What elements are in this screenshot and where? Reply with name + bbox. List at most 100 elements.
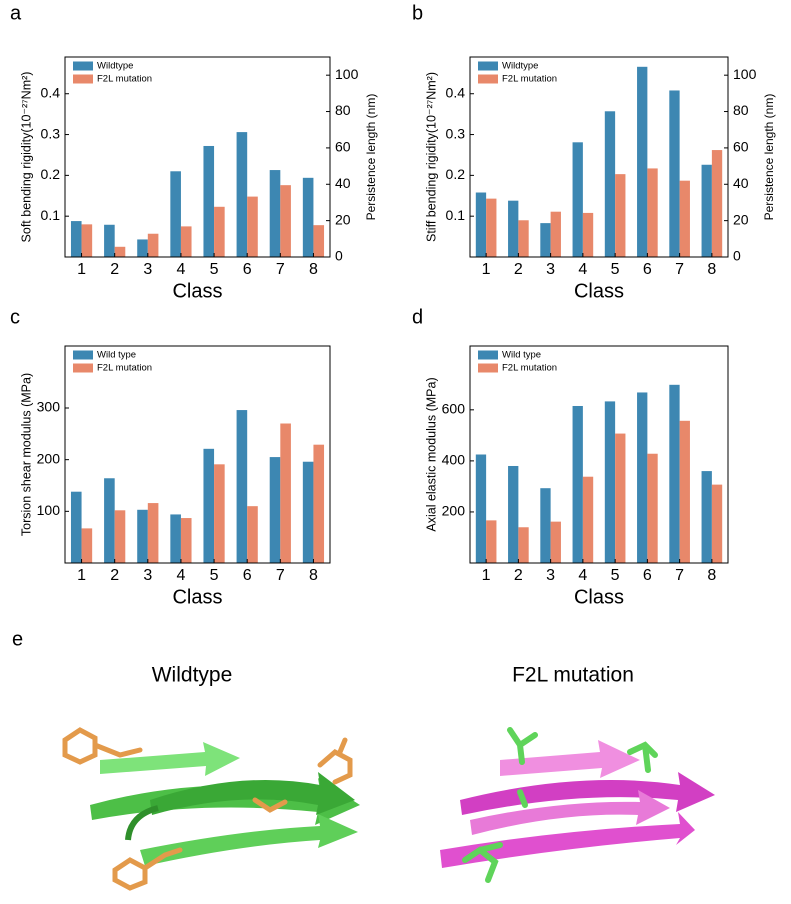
bar [104,478,115,563]
x-tick-label: 8 [707,261,716,278]
bar [104,224,115,257]
x-tick-label: 5 [210,261,219,278]
bar [280,185,291,257]
panel-label: a [10,2,22,24]
y-tick-label: 0.3 [446,125,466,141]
bar [518,527,529,563]
x-tick-label: 6 [643,567,652,584]
x-axis-title: Class [574,586,624,608]
x-tick-label: 2 [110,261,119,278]
bar [114,510,126,563]
bar [604,401,616,563]
y2-tick-label: 80 [335,102,351,118]
bar [550,211,561,257]
legend-swatch [478,61,498,71]
y-tick-label: 600 [442,401,466,417]
bar [147,503,159,563]
bar [582,212,594,257]
y-axis-title: Torsion shear modulus (MPa) [19,373,33,536]
bar [180,518,192,563]
x-axis-title: Class [172,586,222,608]
y-tick-label: 0.3 [41,125,61,141]
bar [203,145,215,257]
bar [137,239,148,257]
x-tick-label: 4 [176,567,185,584]
legend-label: Wild type [97,350,136,361]
bar [486,520,497,563]
x-tick-label: 5 [210,567,219,584]
legend-swatch [73,61,93,71]
bar [70,221,82,257]
y-tick-label: 300 [37,399,61,415]
bar [637,66,648,257]
bar [615,174,626,257]
y2-axis-title: Persistence length (nm) [762,94,776,221]
bar [214,206,225,257]
y2-tick-label: 100 [733,66,757,82]
panel-label: c [10,306,20,328]
bar [81,528,93,563]
x-tick-label: 4 [578,261,587,278]
y-tick-label: 400 [442,452,466,468]
y2-tick-label: 60 [335,139,351,155]
y2-tick-label: 0 [335,248,343,264]
bar [701,471,712,563]
y2-tick-label: 100 [335,66,359,82]
bar [170,514,181,563]
bar [269,170,281,257]
plot-frame [469,56,729,258]
bar [302,461,314,563]
x-tick-label: 4 [176,261,185,278]
bar [236,410,248,563]
legend-swatch [73,363,93,373]
x-tick-label: 7 [276,567,285,584]
y-tick-label: 0.2 [41,166,61,182]
bar [313,225,325,257]
bar [280,423,291,563]
bar [302,177,314,257]
panel-label: e [12,628,23,650]
bar [604,111,616,258]
x-tick-label: 3 [143,261,152,278]
legend-label: Wildtype [502,61,538,72]
x-tick-label: 3 [143,567,152,584]
bar [572,405,583,563]
bar [214,464,225,563]
panel-label: b [412,2,423,24]
x-tick-label: 7 [276,261,285,278]
bar [679,180,690,257]
x-tick-label: 6 [243,567,252,584]
y-tick-label: 200 [37,450,61,466]
bar [669,384,680,563]
x-axis-title: Class [574,280,624,302]
bar [540,488,551,563]
x-tick-label: 7 [675,567,684,584]
bar [247,506,258,563]
legend-label: F2L mutation [97,363,152,374]
bar [647,168,658,257]
bar [540,223,551,257]
legend-swatch [478,363,498,373]
bar [203,448,215,563]
y-tick-label: 100 [37,502,61,518]
x-tick-label: 8 [309,261,318,278]
bar [637,392,648,563]
bar [647,453,658,563]
x-tick-label: 5 [611,567,620,584]
y-tick-label: 0.4 [446,84,466,100]
bar [582,476,594,563]
x-tick-label: 1 [77,261,86,278]
bar [475,192,487,257]
y-tick-label: 0.1 [446,207,466,223]
legend-label: F2L mutation [97,74,152,85]
legend-label: Wildtype [97,61,133,72]
structure-title: F2L mutation [512,664,634,687]
legend-swatch [73,350,93,360]
x-tick-label: 3 [546,261,555,278]
bar [137,509,148,563]
y2-axis-title: Persistence length (nm) [364,94,378,221]
y2-tick-label: 60 [733,139,749,155]
y-tick-label: 0.1 [41,207,61,223]
x-tick-label: 7 [675,261,684,278]
